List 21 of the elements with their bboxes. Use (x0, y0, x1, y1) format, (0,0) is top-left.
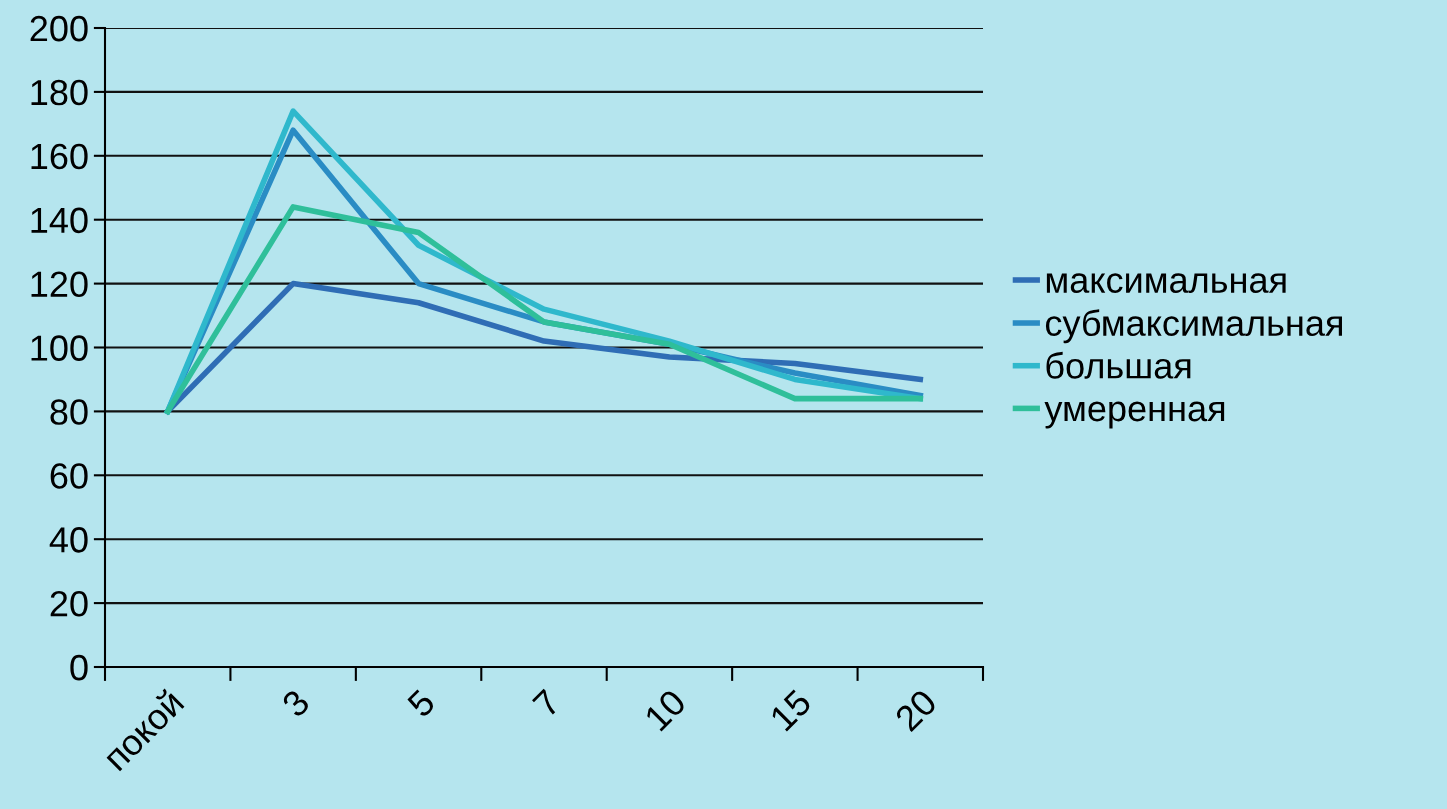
y-tick-label: 20 (50, 590, 88, 617)
y-tick-label: 40 (49, 527, 88, 553)
y-tick-label: 0 (70, 654, 88, 681)
x-tick-label: 5 (406, 688, 437, 719)
legend-label: субмаксимальная (1045, 309, 1342, 344)
y-tick-label: 160 (31, 143, 88, 170)
y-tick-label: 80 (50, 399, 88, 425)
y-tick-label: 140 (31, 207, 88, 234)
x-tick-label: 3 (280, 688, 311, 719)
y-tick-label: 200 (30, 15, 88, 42)
x-tick-label: 15 (769, 688, 813, 732)
y-tick-label: 120 (31, 271, 88, 298)
legend-label: умеренная (1044, 401, 1225, 429)
x-tick-label: 10 (643, 688, 688, 732)
legend-label: максимальная (1046, 273, 1286, 293)
y-tick-label: 100 (31, 335, 88, 361)
x-tick-label: 20 (893, 688, 939, 733)
y-tick-label: 60 (50, 463, 88, 489)
x-tick-label: 7 (532, 688, 562, 718)
legend-label: большая (1046, 351, 1191, 379)
y-tick-label: 180 (31, 79, 88, 106)
